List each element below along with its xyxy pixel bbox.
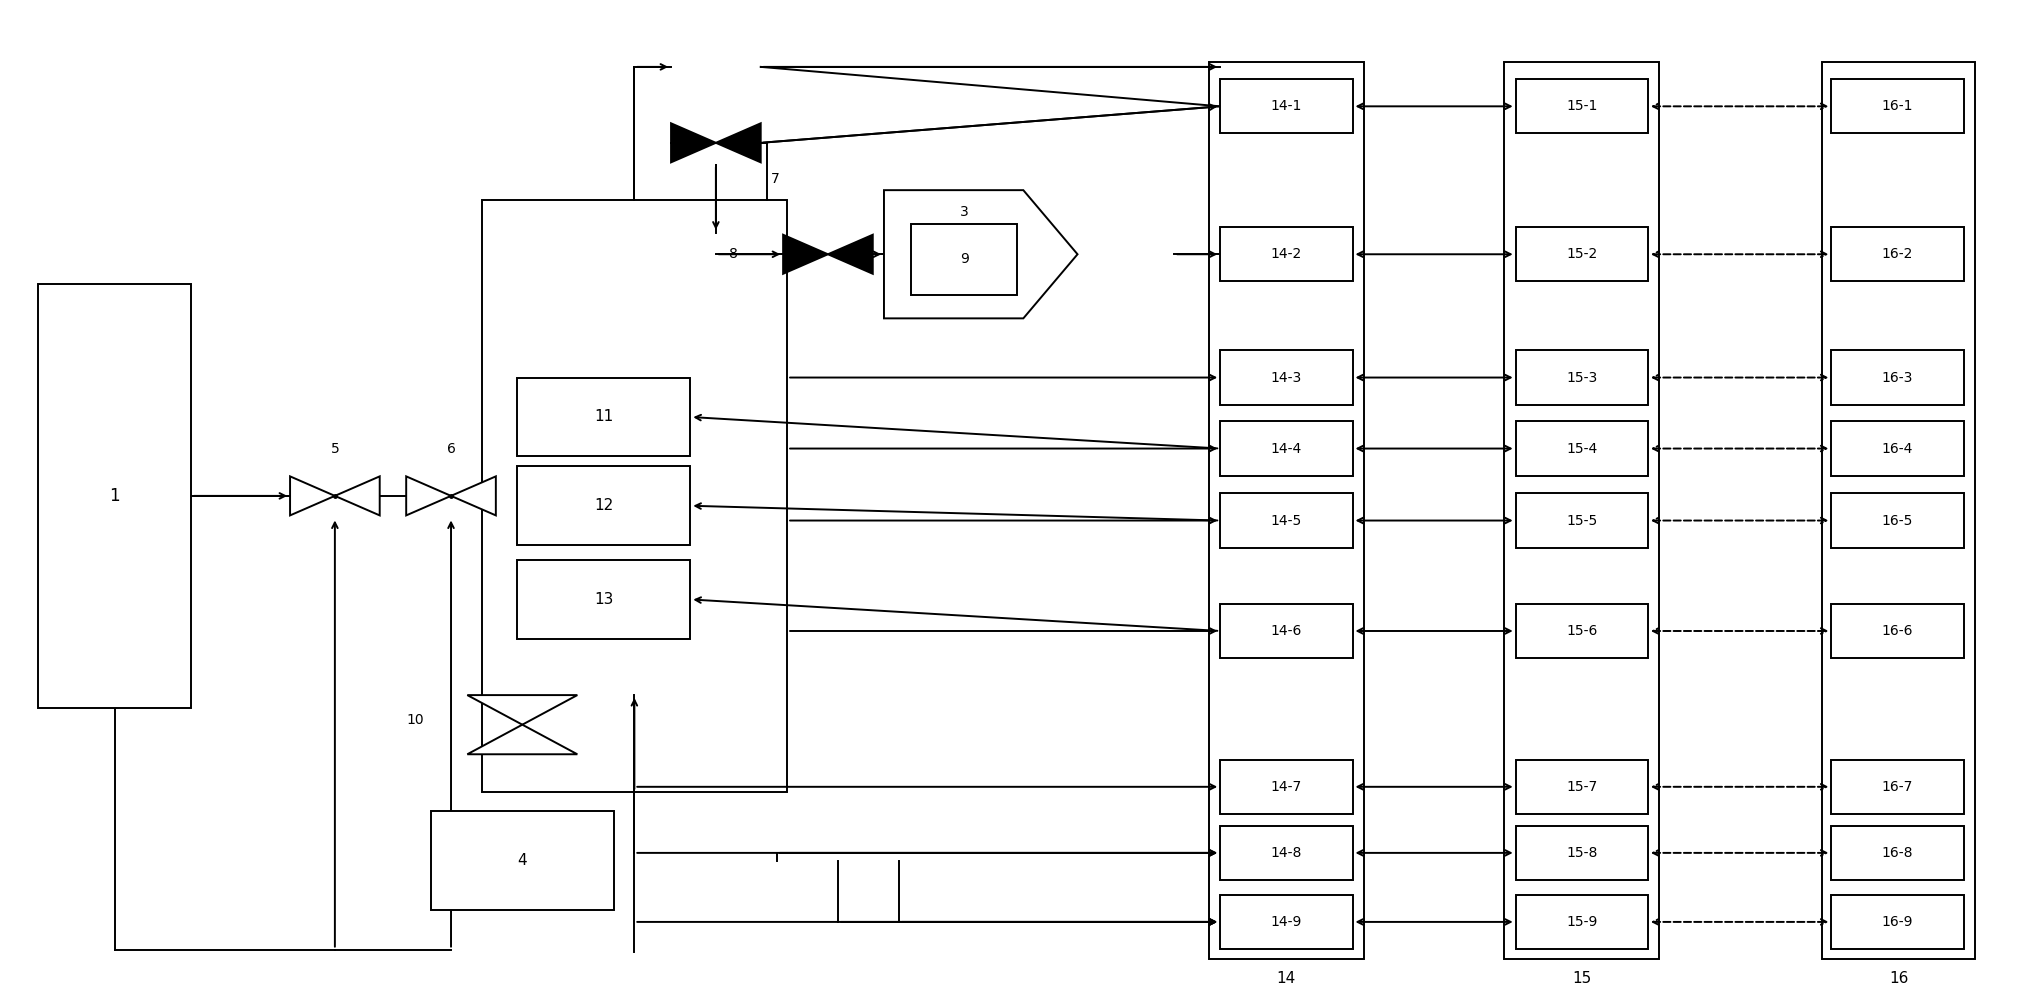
Bar xyxy=(517,467,691,545)
Text: 13: 13 xyxy=(595,592,613,607)
Bar xyxy=(1220,421,1352,476)
Bar xyxy=(1220,604,1352,658)
Text: 15-3: 15-3 xyxy=(1567,370,1598,384)
Text: 15-2: 15-2 xyxy=(1567,247,1598,261)
Text: 16-1: 16-1 xyxy=(1882,99,1914,113)
Bar xyxy=(1220,227,1352,281)
Bar xyxy=(1220,760,1352,814)
Bar xyxy=(1516,604,1649,658)
Polygon shape xyxy=(715,123,760,162)
Polygon shape xyxy=(827,234,872,274)
Bar xyxy=(1220,895,1352,949)
Bar xyxy=(482,200,787,791)
Text: 7: 7 xyxy=(770,173,780,187)
Text: 14-5: 14-5 xyxy=(1271,513,1301,527)
Text: 16-7: 16-7 xyxy=(1882,780,1914,793)
Text: 15: 15 xyxy=(1573,971,1591,986)
Text: 14: 14 xyxy=(1277,971,1295,986)
Bar xyxy=(1516,895,1649,949)
Bar xyxy=(517,560,691,638)
Text: 15-8: 15-8 xyxy=(1567,846,1598,860)
Text: 14-2: 14-2 xyxy=(1271,247,1301,261)
Bar xyxy=(1831,421,1963,476)
Text: 15-4: 15-4 xyxy=(1567,442,1598,456)
Text: 15-5: 15-5 xyxy=(1567,513,1598,527)
Bar xyxy=(1831,604,1963,658)
Text: 14-6: 14-6 xyxy=(1271,624,1301,638)
Bar xyxy=(1504,62,1659,959)
Polygon shape xyxy=(885,190,1077,319)
Text: 16-5: 16-5 xyxy=(1882,513,1914,527)
Bar xyxy=(1516,227,1649,281)
Text: 16-9: 16-9 xyxy=(1882,915,1914,928)
Bar xyxy=(1516,421,1649,476)
Bar xyxy=(517,377,691,457)
Polygon shape xyxy=(407,477,452,515)
Bar xyxy=(1831,494,1963,548)
Polygon shape xyxy=(670,123,715,162)
Bar xyxy=(1220,494,1352,548)
Bar xyxy=(1831,895,1963,949)
Text: 9: 9 xyxy=(960,252,968,266)
Bar xyxy=(1831,826,1963,880)
Bar xyxy=(1831,351,1963,405)
Text: 14-4: 14-4 xyxy=(1271,442,1301,456)
Text: 4: 4 xyxy=(517,853,527,868)
Text: 16-4: 16-4 xyxy=(1882,442,1914,456)
Text: 16-8: 16-8 xyxy=(1882,846,1914,860)
Text: 12: 12 xyxy=(595,498,613,513)
Text: 14-9: 14-9 xyxy=(1271,915,1301,928)
Bar xyxy=(1220,79,1352,133)
Text: 10: 10 xyxy=(407,713,425,727)
Bar xyxy=(1516,826,1649,880)
Text: 6: 6 xyxy=(447,443,456,457)
Text: 15-7: 15-7 xyxy=(1567,780,1598,793)
Bar xyxy=(1209,62,1365,959)
Text: 16-2: 16-2 xyxy=(1882,247,1914,261)
Polygon shape xyxy=(452,477,496,515)
Polygon shape xyxy=(468,725,578,755)
Bar xyxy=(431,811,615,911)
Polygon shape xyxy=(468,695,578,725)
Bar xyxy=(39,284,192,708)
Bar xyxy=(1516,351,1649,405)
Text: 2: 2 xyxy=(492,816,501,831)
Bar xyxy=(1831,227,1963,281)
Text: 1: 1 xyxy=(110,487,121,504)
Bar xyxy=(1831,79,1963,133)
Polygon shape xyxy=(290,477,335,515)
Bar xyxy=(1220,351,1352,405)
Bar xyxy=(1220,826,1352,880)
Bar xyxy=(1831,760,1963,814)
Text: 14-7: 14-7 xyxy=(1271,780,1301,793)
Text: 15-6: 15-6 xyxy=(1567,624,1598,638)
Text: 14-8: 14-8 xyxy=(1271,846,1301,860)
Text: 16: 16 xyxy=(1890,971,1908,986)
Polygon shape xyxy=(782,234,827,274)
Polygon shape xyxy=(335,477,380,515)
Bar xyxy=(1822,62,1976,959)
Text: 8: 8 xyxy=(729,247,738,261)
Bar xyxy=(1516,79,1649,133)
Text: 15-9: 15-9 xyxy=(1567,915,1598,928)
Text: 15-1: 15-1 xyxy=(1567,99,1598,113)
Bar xyxy=(1516,760,1649,814)
Text: 3: 3 xyxy=(960,205,968,218)
Text: 11: 11 xyxy=(595,409,613,424)
Bar xyxy=(1516,494,1649,548)
Text: 14-3: 14-3 xyxy=(1271,370,1301,384)
Text: 14-1: 14-1 xyxy=(1271,99,1301,113)
Text: 16-6: 16-6 xyxy=(1882,624,1914,638)
Bar xyxy=(911,223,1017,295)
Text: 5: 5 xyxy=(331,443,339,457)
Text: 16-3: 16-3 xyxy=(1882,370,1914,384)
